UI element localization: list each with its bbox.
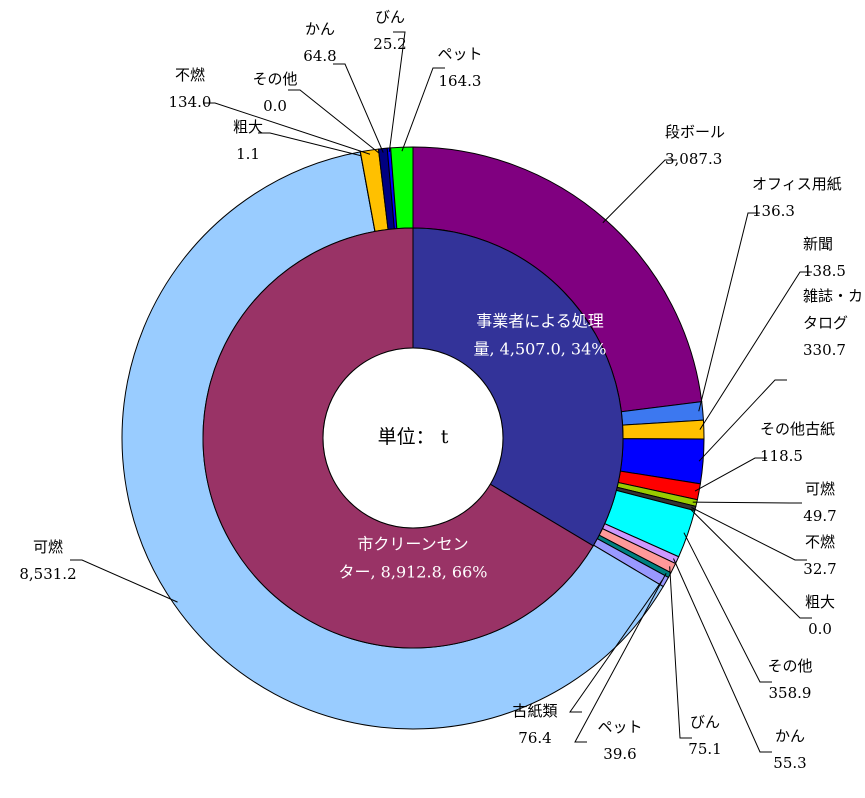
value-label: 39.6 [603, 745, 636, 763]
leader-line [602, 159, 677, 224]
value-label: 358.9 [769, 684, 812, 702]
value-label: 0.0 [808, 620, 832, 638]
category-label: 雑誌・カ [803, 287, 863, 305]
leader-line [388, 31, 406, 153]
category-label: 粗大 [805, 593, 835, 611]
value-label: 138.5 [803, 262, 846, 280]
leader-line [70, 559, 178, 603]
category-label: その他古紙 [760, 420, 835, 438]
leader-line [690, 509, 812, 619]
unit-label: 単位： t [378, 426, 449, 448]
value-label: 3,087.3 [665, 150, 722, 168]
leader-line [683, 532, 772, 683]
category-label: 不燃 [175, 66, 205, 84]
category-label: 新聞 [803, 235, 833, 253]
leader-line [673, 558, 772, 753]
category-label: その他 [767, 657, 812, 675]
category-label: 段ボール [665, 123, 725, 141]
leader-line [569, 579, 663, 713]
value-label: 0.0 [263, 97, 287, 115]
leader-line [401, 67, 445, 152]
leader-line [333, 63, 384, 153]
leader-line [692, 501, 802, 504]
value-label: 64.8 [303, 47, 336, 65]
leader-line [288, 89, 380, 154]
value-label: 25.2 [373, 35, 406, 53]
value-label: 55.3 [773, 754, 806, 772]
value-label: 32.7 [803, 560, 836, 578]
category-label: びん [690, 713, 720, 731]
value-label: 76.4 [518, 729, 551, 747]
leader-line [669, 566, 692, 739]
category-label: タログ [803, 314, 848, 332]
leader-line [698, 212, 760, 412]
category-label: その他 [252, 70, 297, 88]
value-label: 49.7 [803, 507, 836, 525]
value-label: 134.0 [169, 93, 212, 111]
category-label: ペット [597, 718, 642, 736]
category-label: かん [305, 20, 335, 38]
leader-line [691, 507, 807, 561]
leader-line [203, 102, 371, 155]
donut-hole [322, 347, 504, 529]
category-label: オフィス用紙 [752, 175, 842, 193]
leader-line [574, 572, 667, 743]
leader-line [258, 132, 362, 157]
inner-label: 事業者による処理 [476, 312, 604, 331]
inner-label: ター, 8,912.8, 66% [339, 563, 488, 582]
value-label: 164.3 [439, 72, 482, 90]
value-label: 118.5 [760, 447, 803, 465]
leader-line [694, 457, 767, 492]
inner-label: 市クリーンセン [357, 535, 468, 554]
category-label: 可燃 [805, 480, 835, 498]
category-label: ペット [437, 45, 482, 63]
value-label: 8,531.2 [19, 565, 76, 583]
category-label: 粗大 [233, 118, 263, 136]
value-label: 330.7 [803, 341, 846, 359]
category-label: 古紙類 [512, 702, 557, 720]
value-label: 1.1 [236, 145, 260, 163]
leader-line [699, 271, 812, 430]
category-label: 可燃 [33, 538, 63, 556]
category-label: 不燃 [805, 533, 835, 551]
value-label: 136.3 [752, 202, 795, 220]
leader-line [698, 379, 787, 462]
category-label: かん [775, 727, 805, 745]
category-label: びん [375, 8, 405, 26]
inner-label: 量, 4,507.0, 34% [474, 340, 607, 359]
value-label: 75.1 [688, 740, 721, 758]
